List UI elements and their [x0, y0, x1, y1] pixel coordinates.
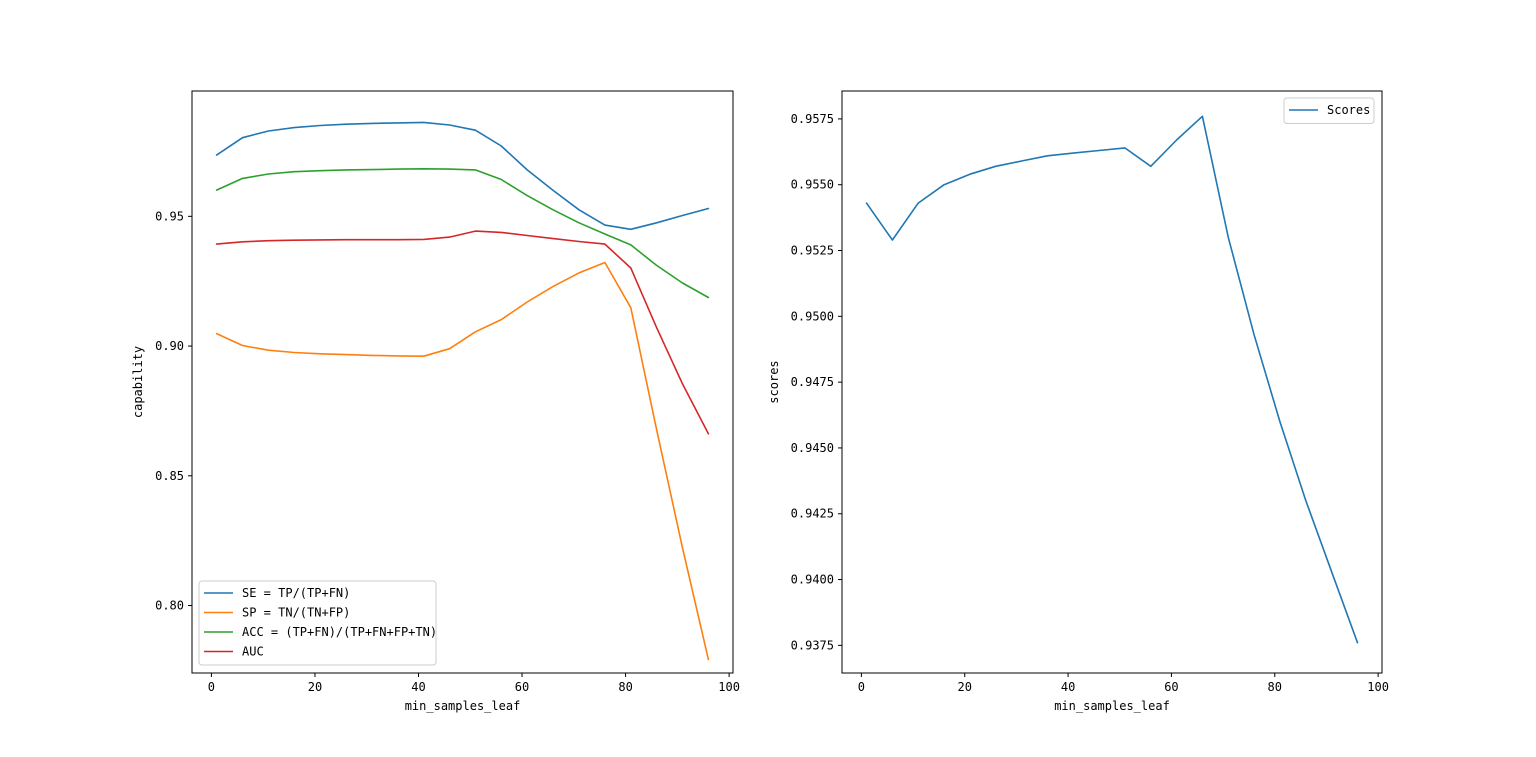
y-tick-label: 0.9450 — [791, 441, 834, 455]
legend-label: SE = TP/(TP+FN) — [242, 586, 350, 600]
legend-label: AUC — [242, 645, 264, 659]
x-tick-label: 0 — [858, 680, 865, 694]
y-tick-label: 0.95 — [155, 209, 184, 223]
y-tick-label: 0.9575 — [791, 112, 834, 126]
x-tick-label: 0 — [208, 680, 215, 694]
x-tick-label: 80 — [618, 680, 632, 694]
y-tick-label: 0.85 — [155, 469, 184, 483]
legend-box — [1283, 97, 1375, 124]
y-tick-label: 0.9400 — [791, 573, 834, 587]
y-tick-label: 0.9550 — [791, 178, 834, 192]
y-tick-label: 0.9475 — [791, 375, 834, 389]
x-axis-label: min_samples_leaf — [1054, 699, 1170, 713]
legend: Scores — [1283, 97, 1375, 124]
series-line-2 — [215, 261, 710, 661]
chart-2: 0 20 40 60 80 100 0.9375 0.9400 0.9425 0.9450 0.94… — [767, 90, 1389, 713]
y-tick-label: 0.9500 — [791, 309, 834, 323]
y-tick-label: 0.9525 — [791, 244, 834, 258]
legend-box — [198, 580, 437, 666]
legend: SE = TP/(TP+FN) SP = TN/(TN+FP) ACC = (TP+… — [198, 580, 437, 666]
x-tick-label: 60 — [515, 680, 529, 694]
x-tick-label: 100 — [1367, 680, 1389, 694]
series-line-3 — [215, 168, 710, 299]
chart-1: 0 20 40 60 80 100 0.80 0.85 0.90 0.95 min_samples_… — [131, 90, 740, 713]
y-axis-label: capability — [131, 346, 145, 418]
x-tick-label: 40 — [1061, 680, 1075, 694]
y-tick-label: 0.9375 — [791, 638, 834, 652]
y-tick-label: 0.80 — [155, 599, 184, 613]
series-line-4 — [215, 230, 710, 435]
x-tick-label: 40 — [411, 680, 425, 694]
series-line-1 — [865, 115, 1359, 644]
x-axis-label: min_samples_leaf — [405, 699, 521, 713]
axes-frame — [191, 90, 734, 674]
x-tick-label: 20 — [308, 680, 322, 694]
x-tick-label: 80 — [1268, 680, 1282, 694]
legend-label: SP = TN/(TN+FP) — [242, 606, 350, 620]
x-tick-label: 20 — [958, 680, 972, 694]
legend-label: ACC = (TP+FN)/(TP+FN+FP+TN) — [242, 625, 437, 639]
series-line-1 — [215, 121, 710, 231]
x-tick-label: 60 — [1164, 680, 1178, 694]
legend-label: Scores — [1327, 103, 1370, 117]
y-tick-label: 0.90 — [155, 339, 184, 353]
axes-frame — [841, 90, 1383, 674]
y-tick-label: 0.9425 — [791, 507, 834, 521]
x-tick-label: 100 — [718, 680, 740, 694]
y-axis-label: scores — [767, 360, 781, 403]
